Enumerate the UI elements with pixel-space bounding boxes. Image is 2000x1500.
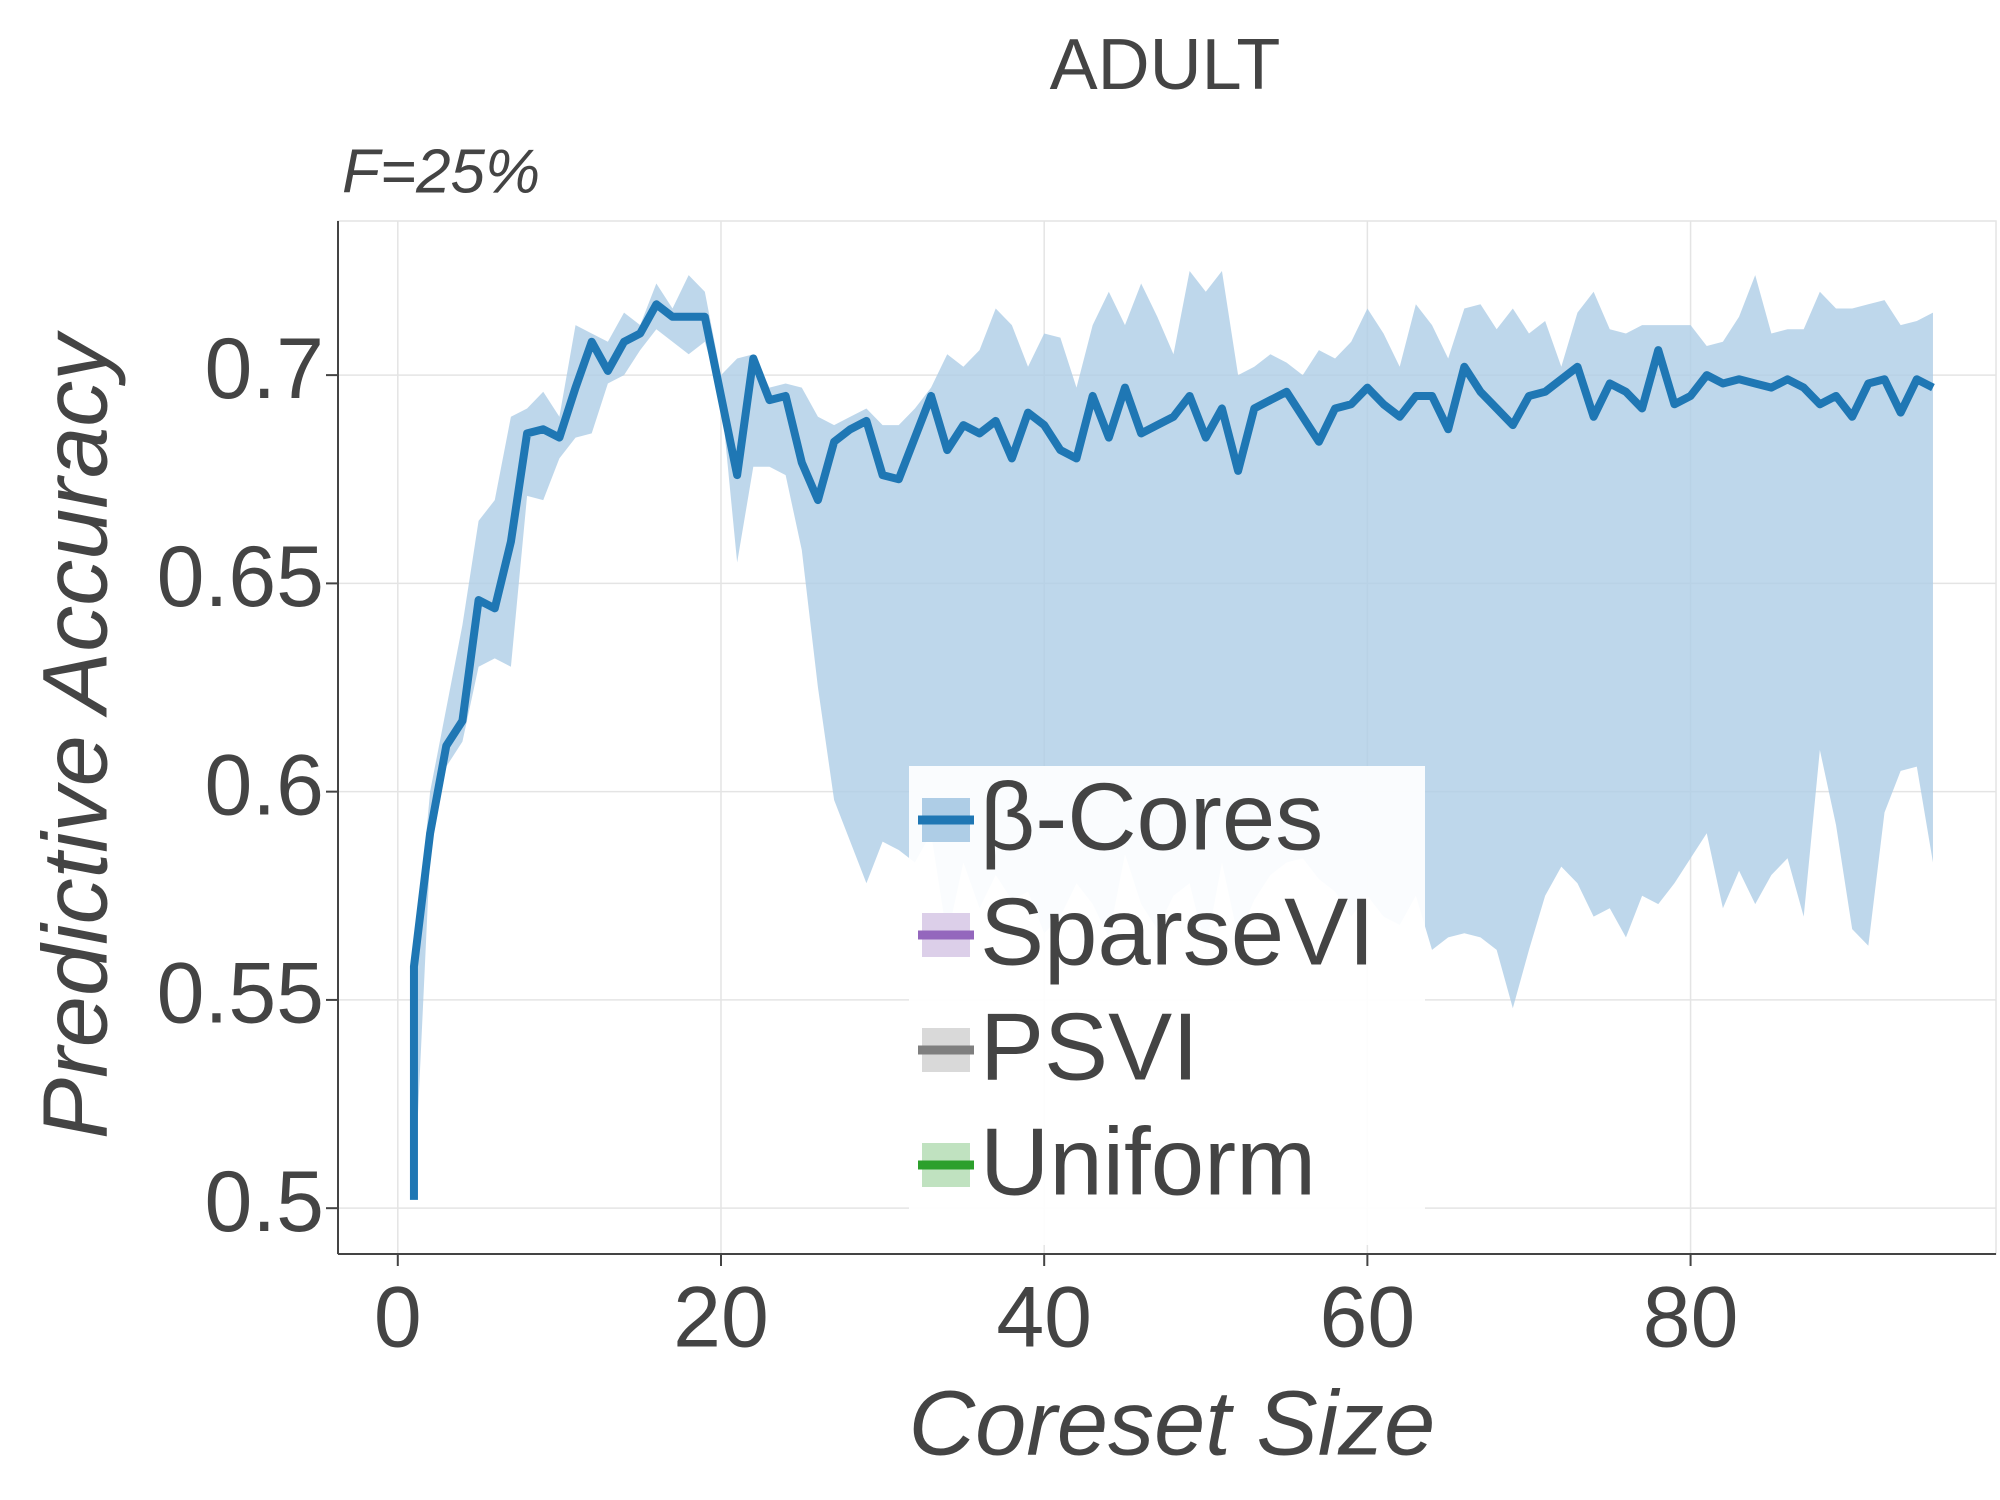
x-tick-label: 0 <box>374 1270 422 1366</box>
x-tick-label: 40 <box>996 1270 1092 1366</box>
x-tick-label: 80 <box>1643 1270 1739 1366</box>
y-axis-label: Predictive Accuracy <box>24 330 126 1139</box>
x-tick-label: 60 <box>1320 1270 1416 1366</box>
legend-label: β-Cores <box>980 763 1323 870</box>
y-tick-label: 0.5 <box>204 1154 324 1250</box>
error-band <box>413 270 1933 1200</box>
chart-title: ADULT <box>1050 25 1281 105</box>
x-tick-label: 20 <box>673 1270 769 1366</box>
y-tick-label: 0.7 <box>204 321 324 417</box>
legend-box <box>909 766 1425 1245</box>
legend-label: Uniform <box>980 1108 1316 1215</box>
y-tick-label: 0.55 <box>157 946 324 1042</box>
line <box>409 300 1935 1200</box>
legend-label: PSVI <box>980 993 1199 1100</box>
chart-subtitle: F=25% <box>342 137 540 206</box>
y-tick-label: 0.65 <box>157 529 324 625</box>
x-axis-label: Coreset Size <box>909 1372 1436 1474</box>
y-tick-label: 0.6 <box>204 737 324 833</box>
legend-label: SparseVI <box>980 878 1375 985</box>
